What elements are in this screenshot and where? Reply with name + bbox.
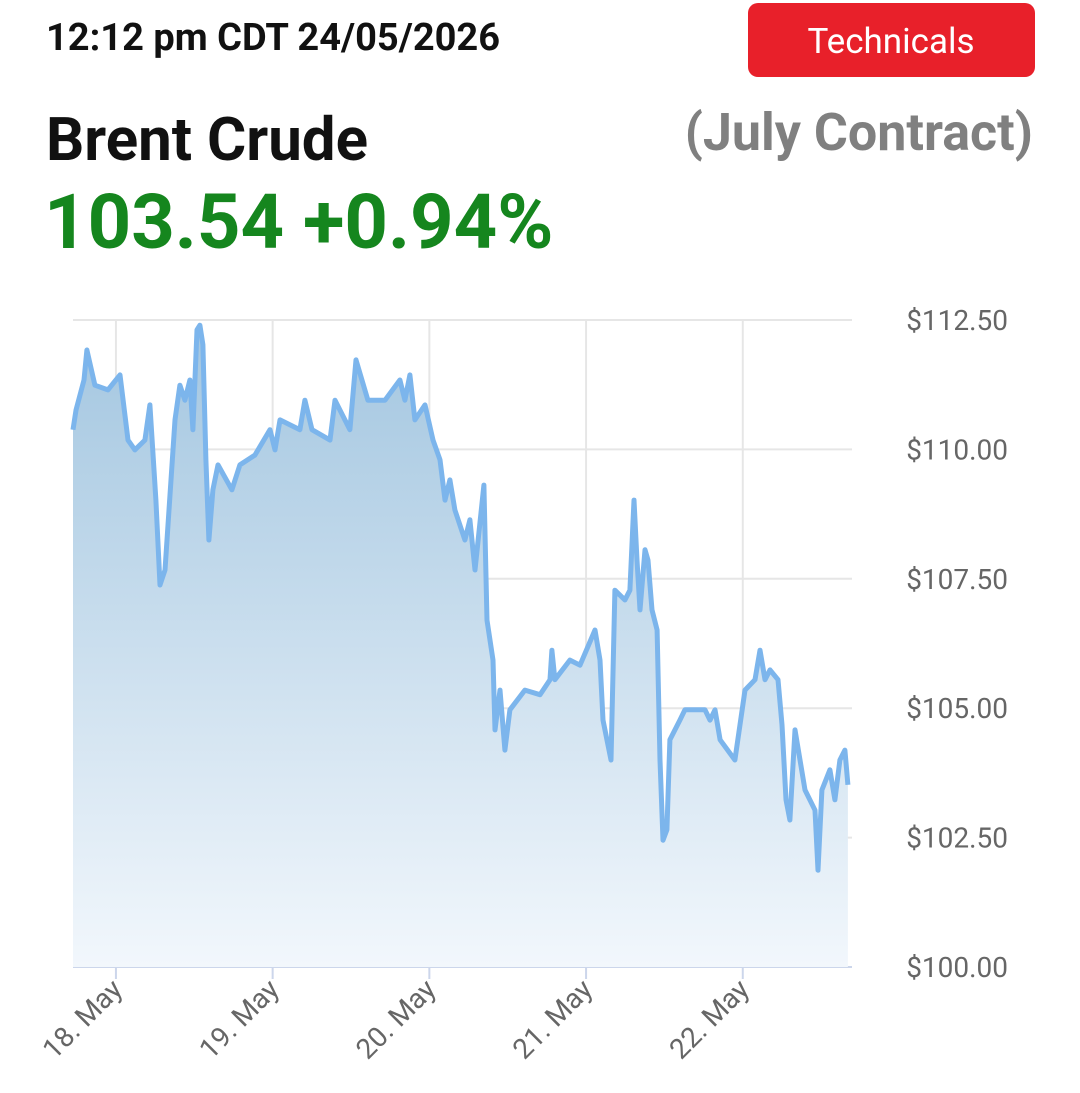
y-tick-label: $100.00 <box>906 951 1008 984</box>
contract: (July Contract) <box>685 102 1033 163</box>
plot: $100.00 $102.50 $105.00 $107.50 $110.00 $112.… <box>36 304 1008 1066</box>
x-tick-label: 21. May <box>506 973 599 1066</box>
y-tick-label: $107.50 <box>906 563 1008 596</box>
price-line <box>70 322 851 873</box>
button-bg[interactable] <box>748 3 1035 77</box>
x-tick-label: 19. May <box>193 973 286 1066</box>
area-fill <box>73 325 848 967</box>
y-tick-label: $110.00 <box>906 433 1008 466</box>
y-tick-label: $102.50 <box>906 822 1008 855</box>
instrument-name: Brent Crude <box>46 104 368 175</box>
y-tick-label: $105.00 <box>906 692 1008 725</box>
timestamp: 12:12 pm CDT 24/05/2026 <box>46 16 500 60</box>
technicals-button[interactable]: Technicals <box>748 3 1035 77</box>
button-label[interactable]: Technicals <box>807 21 974 62</box>
quote: 103.54 +0.94% <box>44 177 553 267</box>
x-tick-label: 22. May <box>663 973 756 1066</box>
y-tick-label: $112.50 <box>906 304 1008 337</box>
x-tick-label: 20. May <box>349 973 442 1066</box>
x-tick-label: 18. May <box>36 973 129 1066</box>
